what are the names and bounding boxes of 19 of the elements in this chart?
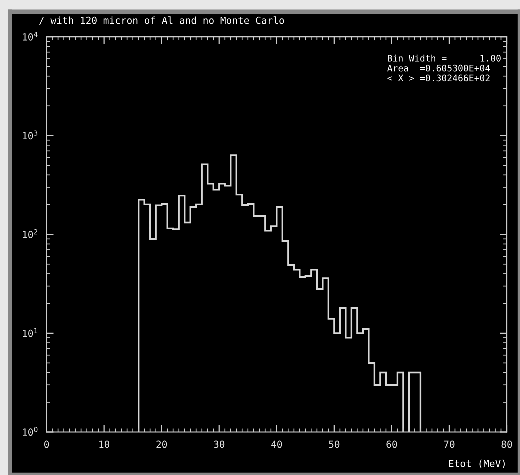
x-tick-label: 50 — [329, 440, 340, 448]
x-tick-label: 40 — [272, 440, 282, 448]
chart-title: / with 120 micron of Al and no Monte Carlo — [39, 16, 284, 25]
x-axis-title: Etot (MeV) — [449, 460, 505, 469]
x-tick-label: 20 — [156, 440, 168, 448]
x-tick-label: 30 — [214, 440, 225, 448]
x-tick-label: 60 — [386, 440, 398, 448]
y-tick-label: 10$^{1}$ — [23, 328, 38, 338]
x-tick-label: 70 — [444, 440, 455, 448]
annotation: Area =0.605300E+04 — [388, 64, 490, 72]
annotation: < X > =0.302466E+02 — [388, 74, 490, 82]
x-tick-label: 0 — [44, 440, 50, 448]
y-tick-label: 10$^{2}$ — [23, 230, 38, 238]
y-tick-label: 10$^{3}$ — [23, 130, 38, 140]
y-tick-label: 10$^{4}$ — [23, 32, 38, 41]
y-tick-label: 10$^{0}$ — [23, 427, 38, 436]
annotation: Bin Width = 1.00 — [388, 54, 501, 62]
x-tick-label: 80 — [502, 440, 512, 448]
x-tick-label: 10 — [100, 440, 110, 448]
